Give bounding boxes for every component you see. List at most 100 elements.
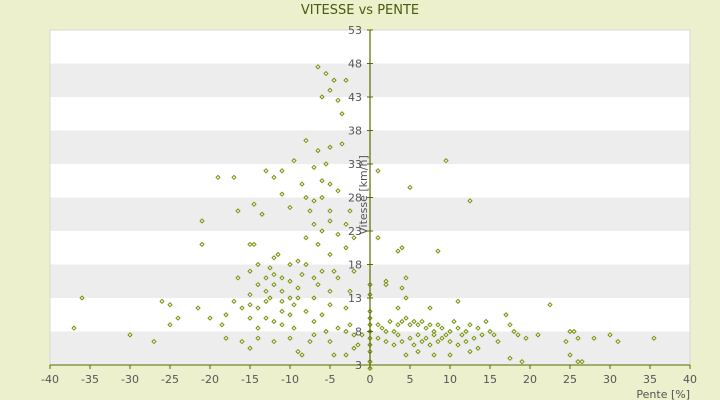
data-point	[315, 64, 321, 70]
data-point	[251, 201, 257, 207]
data-point	[311, 164, 317, 170]
data-point	[415, 332, 421, 338]
data-point	[335, 97, 341, 103]
y-tick-label: 53	[348, 24, 362, 37]
data-point	[451, 318, 457, 325]
data-point	[563, 338, 569, 345]
data-point	[455, 298, 461, 304]
data-point	[247, 241, 253, 248]
data-point	[615, 338, 621, 345]
data-point	[379, 325, 385, 331]
data-point	[247, 268, 253, 274]
x-tick-label: -20	[201, 373, 219, 386]
x-tick-label: 30	[603, 373, 617, 386]
data-point	[199, 218, 205, 224]
data-point	[399, 245, 405, 251]
data-point	[255, 335, 261, 341]
data-point	[439, 325, 445, 331]
data-point	[215, 174, 221, 181]
data-point	[247, 345, 253, 351]
data-point	[411, 342, 417, 348]
data-point	[447, 352, 453, 358]
data-point	[383, 328, 389, 335]
data-point	[327, 218, 333, 224]
data-point	[427, 322, 433, 328]
data-point	[319, 228, 325, 234]
data-point	[351, 332, 357, 338]
data-point	[343, 328, 349, 335]
data-point	[399, 285, 405, 291]
x-tick-label: 25	[563, 373, 577, 386]
data-point	[335, 325, 341, 331]
data-point	[327, 144, 333, 150]
data-point	[327, 251, 333, 258]
data-point	[651, 335, 657, 341]
x-tick-label: -10	[281, 373, 299, 386]
data-point	[395, 322, 401, 328]
data-point	[207, 315, 213, 321]
data-point	[447, 328, 453, 335]
data-point	[355, 342, 361, 348]
data-point	[607, 332, 613, 338]
data-point	[315, 241, 321, 248]
data-point	[427, 305, 433, 311]
data-point	[319, 178, 325, 184]
data-point	[399, 338, 405, 345]
data-point	[127, 332, 133, 338]
data-point	[239, 338, 245, 345]
data-point	[263, 298, 269, 304]
data-point	[403, 315, 409, 321]
data-point	[347, 208, 353, 214]
data-point	[395, 248, 401, 254]
data-point	[467, 198, 473, 204]
x-tick-label: 20	[523, 373, 537, 386]
data-point	[351, 235, 357, 241]
data-point	[375, 168, 381, 174]
data-point	[431, 332, 437, 338]
data-point	[311, 295, 317, 301]
data-point	[579, 359, 585, 365]
data-point	[287, 278, 293, 284]
data-point	[419, 338, 425, 345]
data-point	[319, 312, 325, 318]
data-point	[303, 194, 309, 201]
data-point	[291, 325, 297, 331]
data-point	[299, 271, 305, 278]
data-point	[279, 308, 285, 315]
data-point	[311, 318, 317, 325]
data-point	[287, 204, 293, 211]
data-point	[167, 322, 173, 328]
data-point	[79, 295, 85, 301]
data-point	[423, 325, 429, 331]
x-tick-label: 15	[483, 373, 497, 386]
data-point	[323, 70, 329, 77]
x-tick-label: -25	[161, 373, 179, 386]
x-tick-label: -35	[81, 373, 99, 386]
data-point	[271, 255, 277, 261]
y-tick-label: 3	[355, 359, 362, 372]
data-point	[395, 305, 401, 311]
data-point	[275, 251, 281, 258]
data-point	[295, 285, 301, 291]
data-point	[311, 198, 317, 204]
data-point	[255, 281, 261, 288]
data-point	[591, 335, 597, 341]
data-point	[239, 305, 245, 311]
data-point	[255, 305, 261, 311]
data-point	[419, 318, 425, 325]
data-point	[307, 338, 313, 345]
data-point	[271, 318, 277, 325]
data-point	[391, 328, 397, 335]
data-point	[375, 335, 381, 341]
data-point	[303, 137, 309, 144]
data-point	[295, 348, 301, 355]
x-tick-label: 0	[367, 373, 374, 386]
data-point	[407, 335, 413, 341]
data-point	[319, 268, 325, 274]
data-point	[515, 332, 521, 338]
data-point	[503, 312, 509, 318]
data-point	[271, 281, 277, 288]
data-point	[403, 275, 409, 281]
data-point	[431, 352, 437, 358]
